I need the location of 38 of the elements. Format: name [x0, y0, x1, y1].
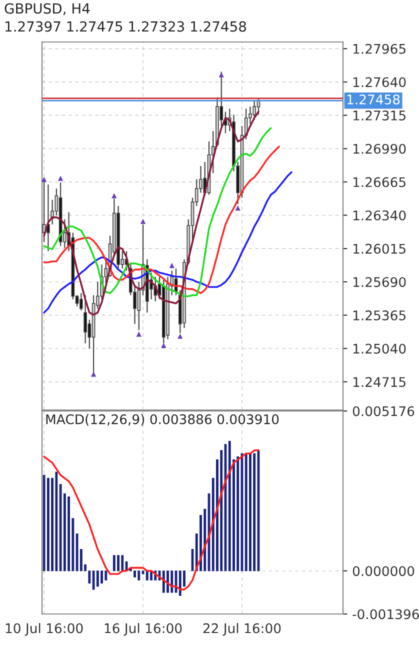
- y-tick-label: 1.24715: [353, 377, 406, 388]
- point: [90, 372, 96, 377]
- line-series: [43, 146, 280, 294]
- point: [112, 193, 117, 198]
- y-tick-label: 1.26665: [353, 177, 406, 188]
- y-tick-label: 1.25040: [353, 344, 406, 354]
- point: [42, 176, 47, 182]
- x-tick-label: 10 Jul 16:00: [6, 623, 83, 636]
- line-series: [43, 171, 292, 314]
- y-tick-label: 0.000000: [352, 566, 414, 576]
- y-tick-label: -0.001396: [352, 609, 419, 620]
- y-tick-label: 1.25365: [353, 310, 406, 320]
- chart-title: GBPUSD, H4: [4, 3, 90, 16]
- y-tick-label: 0.005176: [352, 406, 414, 416]
- y-tick-label: 1.25690: [353, 277, 406, 288]
- line-series: [43, 449, 260, 590]
- point: [169, 262, 174, 268]
- point: [58, 176, 64, 181]
- x-tick-label: 22 Jul 16:00: [203, 623, 281, 636]
- line-series: [43, 110, 260, 316]
- line-series: [43, 127, 272, 298]
- y-tick-label: 1.26340: [353, 210, 406, 220]
- point: [235, 205, 240, 211]
- y-tick-label: 1.27965: [353, 44, 406, 54]
- chart-subtitle: 1.27397 1.27475 1.27323 1.27458: [6, 21, 246, 32]
- y-tick-label: 1.27315: [353, 110, 406, 120]
- ref-line-label: 1.27458: [347, 94, 400, 104]
- candlestick: [84, 294, 87, 344]
- point: [218, 72, 224, 78]
- x-tick-label: 16 Jul 16:00: [104, 623, 182, 636]
- chart-title: MACD(12,26,9) 0.003886 0.003910: [46, 414, 279, 426]
- candlestick: [252, 100, 256, 120]
- y-tick-label: 1.26990: [353, 144, 406, 154]
- point: [140, 218, 146, 224]
- y-tick-label: 1.27640: [353, 77, 406, 88]
- y-tick-label: 1.26015: [353, 244, 406, 254]
- point: [161, 342, 166, 348]
- point: [178, 334, 183, 339]
